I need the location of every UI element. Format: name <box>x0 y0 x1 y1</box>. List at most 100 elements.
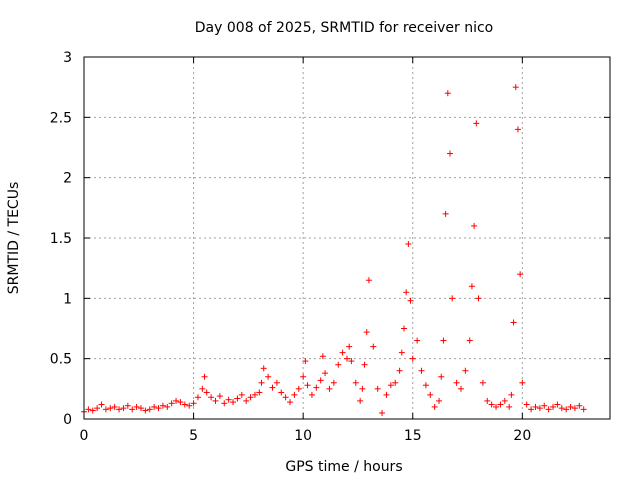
data-point <box>203 389 210 396</box>
axis-ticks: 0 5 10 15 20 0 0.5 1 1.5 2 2.5 3 <box>50 50 610 444</box>
data-point <box>403 289 410 296</box>
x-tick-label: 20 <box>513 428 531 444</box>
data-point <box>317 377 324 384</box>
data-point <box>269 384 276 391</box>
data-point <box>177 399 184 406</box>
x-axis-label: GPS time / hours <box>285 459 402 475</box>
data-point <box>550 403 557 410</box>
data-point <box>273 379 280 386</box>
data-point <box>379 409 386 416</box>
data-point <box>230 399 237 406</box>
data-point <box>258 379 265 386</box>
data-point <box>199 385 206 392</box>
data-point <box>563 406 570 413</box>
data-point <box>501 397 508 404</box>
data-point <box>326 385 333 392</box>
data-point <box>186 402 193 409</box>
data-point <box>313 384 320 391</box>
x-tick-label: 10 <box>294 428 312 444</box>
data-point <box>151 403 158 410</box>
data-point <box>466 337 473 344</box>
data-point <box>576 402 583 409</box>
data-point <box>475 295 482 302</box>
data-point <box>308 391 315 398</box>
data-point <box>221 400 228 407</box>
data-point <box>120 405 127 412</box>
data-point <box>256 389 263 396</box>
data-point <box>208 394 215 401</box>
data-point <box>541 402 548 409</box>
data-point <box>473 120 480 127</box>
data-point <box>471 222 478 229</box>
data-point <box>168 400 175 407</box>
data-point <box>536 405 543 412</box>
data-point <box>111 403 118 410</box>
data-point <box>346 343 353 350</box>
x-tick-label: 15 <box>404 428 422 444</box>
data-point <box>137 405 144 412</box>
data-point <box>164 403 171 410</box>
data-point <box>447 150 454 157</box>
data-point <box>449 295 456 302</box>
data-point <box>304 382 311 389</box>
data-point <box>418 367 425 374</box>
data-point <box>409 355 416 362</box>
data-point <box>302 358 309 365</box>
data-point <box>484 397 491 404</box>
data-point <box>567 403 574 410</box>
data-point <box>98 401 105 408</box>
data-point <box>102 406 109 413</box>
data-point <box>155 405 162 412</box>
data-point <box>365 277 372 284</box>
data-point <box>422 382 429 389</box>
data-point <box>462 367 469 374</box>
data-point <box>212 397 219 404</box>
data-point <box>278 389 285 396</box>
data-point <box>238 391 245 398</box>
y-tick-label: 0 <box>63 412 72 428</box>
data-point <box>512 84 519 91</box>
grid-lines <box>84 57 610 419</box>
chart-title: Day 008 of 2025, SRMTID for receiver nic… <box>195 20 493 36</box>
data-point <box>392 379 399 386</box>
data-point <box>558 405 565 412</box>
data-point <box>142 407 149 414</box>
data-point <box>444 90 451 97</box>
data-point <box>407 297 414 304</box>
data-point <box>181 401 188 408</box>
data-point <box>282 394 289 401</box>
x-tick-label: 5 <box>189 428 198 444</box>
data-point <box>194 394 201 401</box>
data-point <box>400 325 407 332</box>
data-point <box>348 358 355 365</box>
data-point <box>532 403 539 410</box>
data-point <box>94 405 101 412</box>
data-point <box>361 361 368 368</box>
data-point <box>519 379 526 386</box>
data-point <box>124 402 131 409</box>
data-point <box>352 379 359 386</box>
data-point <box>300 373 307 380</box>
data-point <box>427 391 434 398</box>
data-points <box>81 84 587 416</box>
data-point <box>265 373 272 380</box>
data-point <box>216 393 223 400</box>
data-point <box>457 385 464 392</box>
data-point <box>295 385 302 392</box>
data-point <box>344 355 350 362</box>
data-point <box>339 349 346 356</box>
data-point <box>330 379 337 386</box>
data-point <box>545 406 552 413</box>
data-point <box>319 353 326 360</box>
data-point <box>359 385 366 392</box>
data-point <box>510 319 517 326</box>
y-tick-label: 1.5 <box>50 231 72 247</box>
data-point <box>554 401 561 408</box>
data-point <box>493 403 500 410</box>
data-point <box>201 373 208 380</box>
data-point <box>363 329 370 336</box>
y-axis-label: SRMTID / TECUs <box>6 182 22 295</box>
data-point <box>247 394 254 401</box>
plot-frame <box>83 56 611 420</box>
data-point <box>225 396 232 403</box>
